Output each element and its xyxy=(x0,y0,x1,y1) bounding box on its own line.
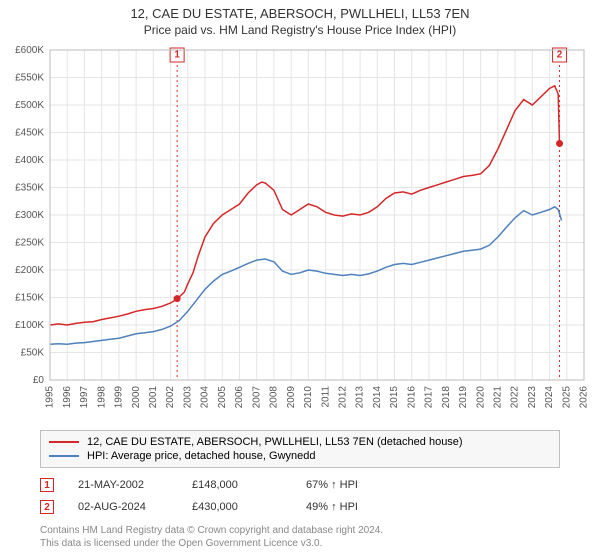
svg-text:2000: 2000 xyxy=(131,386,142,409)
chart-title-address: 12, CAE DU ESTATE, ABERSOCH, PWLLHELI, L… xyxy=(0,6,600,21)
svg-text:1996: 1996 xyxy=(62,386,73,409)
svg-text:£450K: £450K xyxy=(15,128,44,139)
chart-container: 12, CAE DU ESTATE, ABERSOCH, PWLLHELI, L… xyxy=(0,0,600,560)
svg-text:2021: 2021 xyxy=(493,386,504,409)
svg-text:2: 2 xyxy=(557,50,563,61)
legend: 12, CAE DU ESTATE, ABERSOCH, PWLLHELI, L… xyxy=(40,430,560,468)
sales-table: 1 21-MAY-2002 £148,000 67% ↑ HPI 2 02-AUG-202… xyxy=(40,474,560,518)
sale-price: £148,000 xyxy=(192,479,282,491)
svg-text:2009: 2009 xyxy=(286,386,297,409)
sale-row: 1 21-MAY-2002 £148,000 67% ↑ HPI xyxy=(40,474,560,496)
legend-swatch xyxy=(49,441,79,443)
sale-delta: 49% ↑ HPI xyxy=(306,501,396,513)
svg-text:2005: 2005 xyxy=(217,386,228,409)
sale-row: 2 02-AUG-2024 £430,000 49% ↑ HPI xyxy=(40,496,560,518)
svg-text:2007: 2007 xyxy=(251,386,262,409)
svg-text:£200K: £200K xyxy=(15,265,44,276)
svg-text:2008: 2008 xyxy=(269,386,280,409)
svg-text:1998: 1998 xyxy=(96,386,107,409)
svg-text:2025: 2025 xyxy=(561,386,572,409)
svg-text:2024: 2024 xyxy=(544,386,555,409)
chart-svg: £0 £50K £100K £150K £200K £250K £300K £350K £400… xyxy=(0,42,600,420)
sale-price: £430,000 xyxy=(192,501,282,513)
svg-text:£600K: £600K xyxy=(15,45,44,56)
svg-text:2015: 2015 xyxy=(389,386,400,409)
svg-text:2006: 2006 xyxy=(234,386,245,409)
svg-text:2016: 2016 xyxy=(406,386,417,409)
sale-delta: 67% ↑ HPI xyxy=(306,479,396,491)
copyright: Contains HM Land Registry data © Crown c… xyxy=(40,524,560,550)
copyright-line1: Contains HM Land Registry data © Crown c… xyxy=(40,524,560,537)
sale-marker-icon: 2 xyxy=(40,500,54,514)
svg-text:1999: 1999 xyxy=(114,386,125,409)
svg-text:2017: 2017 xyxy=(424,386,435,409)
svg-text:2023: 2023 xyxy=(527,386,538,409)
svg-text:£0: £0 xyxy=(33,375,45,386)
svg-text:£50K: £50K xyxy=(21,348,45,359)
svg-text:£550K: £550K xyxy=(15,73,44,84)
title-block: 12, CAE DU ESTATE, ABERSOCH, PWLLHELI, L… xyxy=(0,0,600,37)
svg-text:£400K: £400K xyxy=(15,155,44,166)
svg-text:£300K: £300K xyxy=(15,210,44,221)
svg-text:2019: 2019 xyxy=(458,386,469,409)
legend-row: HPI: Average price, detached house, Gwyn… xyxy=(49,449,551,463)
svg-text:1995: 1995 xyxy=(45,386,56,409)
chart-subtitle: Price paid vs. HM Land Registry's House … xyxy=(0,23,600,37)
legend-label: 12, CAE DU ESTATE, ABERSOCH, PWLLHELI, L… xyxy=(87,436,463,448)
svg-text:2022: 2022 xyxy=(510,386,521,409)
svg-text:2026: 2026 xyxy=(579,386,590,409)
svg-text:£250K: £250K xyxy=(15,238,44,249)
svg-text:2003: 2003 xyxy=(182,386,193,409)
svg-text:£100K: £100K xyxy=(15,320,44,331)
copyright-line2: This data is licensed under the Open Gov… xyxy=(40,537,560,550)
sale-date: 21-MAY-2002 xyxy=(78,479,168,491)
svg-text:2020: 2020 xyxy=(475,386,486,409)
svg-text:2013: 2013 xyxy=(355,386,366,409)
svg-text:2010: 2010 xyxy=(303,386,314,409)
svg-text:2011: 2011 xyxy=(320,386,331,408)
svg-text:2001: 2001 xyxy=(148,386,159,409)
svg-text:2014: 2014 xyxy=(372,386,383,409)
svg-text:2018: 2018 xyxy=(441,386,452,409)
svg-text:£350K: £350K xyxy=(15,183,44,194)
legend-swatch xyxy=(49,455,79,457)
sale-marker-icon: 1 xyxy=(40,478,54,492)
svg-text:2004: 2004 xyxy=(200,386,211,409)
sale-date: 02-AUG-2024 xyxy=(78,501,168,513)
legend-row: 12, CAE DU ESTATE, ABERSOCH, PWLLHELI, L… xyxy=(49,435,551,449)
svg-text:2002: 2002 xyxy=(165,386,176,409)
svg-text:1997: 1997 xyxy=(79,386,90,409)
svg-text:1: 1 xyxy=(174,50,180,61)
legend-label: HPI: Average price, detached house, Gwyn… xyxy=(87,450,316,462)
svg-text:£500K: £500K xyxy=(15,100,44,111)
svg-text:£150K: £150K xyxy=(15,293,44,304)
svg-text:2012: 2012 xyxy=(337,386,348,409)
